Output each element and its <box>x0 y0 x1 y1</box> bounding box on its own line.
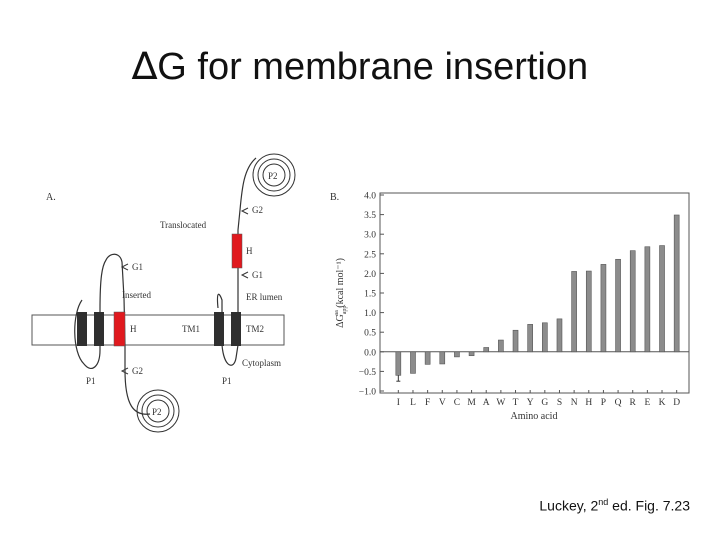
citation-sup: nd <box>598 497 609 508</box>
segment-tm2 <box>231 312 241 346</box>
y-tick-label: 2.5 <box>364 250 376 260</box>
p2-top-label: P2 <box>268 171 278 181</box>
bar-L <box>410 351 416 374</box>
y-title-main: ΔG <box>335 314 346 328</box>
p2-bottom-label: P2 <box>152 407 162 417</box>
y-tick-label: 2.0 <box>364 270 376 280</box>
x-tick-label-A: A <box>483 398 490 408</box>
er-lumen-label: ER lumen <box>246 292 283 302</box>
y-title-sub: app <box>342 306 348 315</box>
figure-panel: A. P2 P2 <box>31 153 690 433</box>
title-text: G for membrane insertion <box>157 46 589 88</box>
y-title-sup: aa <box>334 310 340 316</box>
p1-right-label: P1 <box>222 376 232 386</box>
membrane-band <box>31 314 285 346</box>
segment-p1-left-a <box>77 312 87 346</box>
p2-top-spiral <box>252 153 296 197</box>
bar-Y <box>527 324 533 353</box>
x-tick-label-T: T <box>513 398 519 408</box>
g2-bottom-label: G2 <box>132 366 143 376</box>
panel-b-label: B. <box>330 192 339 203</box>
bar-F <box>424 351 431 365</box>
x-tick-label-E: E <box>644 398 650 408</box>
y-title-units: (kcal mol⁻¹) <box>335 258 346 310</box>
bar-T <box>512 329 519 353</box>
x-tick-label-C: C <box>454 398 460 408</box>
x-tick-label-H: H <box>585 398 592 408</box>
g1-top-label: G1 <box>252 270 263 280</box>
x-tick-label-D: D <box>673 398 680 408</box>
bar-H <box>585 270 592 353</box>
diagram-a: A. P2 P2 <box>31 153 296 433</box>
y-tick-label: 3.5 <box>364 211 376 221</box>
slide-title: ∆G for membrane insertion <box>0 44 720 89</box>
y-tick-label: 1.5 <box>364 290 376 300</box>
x-tick-label-I: I <box>397 398 400 408</box>
x-tick-label-V: V <box>439 398 446 408</box>
h-top-label: H <box>246 246 253 256</box>
x-tick-label-L: L <box>410 398 416 408</box>
bar-C <box>454 351 460 358</box>
citation-post: ed. Fig. 7.23 <box>608 498 690 514</box>
citation: Luckey, 2nd ed. Fig. 7.23 <box>539 497 690 514</box>
g2-top-label: G2 <box>252 205 263 215</box>
inserted-label: Inserted <box>122 290 151 300</box>
panel-a-label: A. <box>46 192 56 203</box>
bar-P <box>600 264 607 353</box>
cytoplasm-label: Cytoplasm <box>242 358 281 368</box>
citation-pre: Luckey, 2 <box>539 498 599 514</box>
x-tick-label-Q: Q <box>615 398 622 408</box>
x-axis-title: Amino acid <box>511 411 558 422</box>
g1-left-label: G1 <box>132 262 143 272</box>
bars <box>395 214 680 382</box>
bar-D <box>673 214 680 353</box>
x-tick-label-W: W <box>496 398 505 408</box>
bar-K <box>659 245 665 353</box>
y-tick-label: 4.0 <box>364 192 376 202</box>
x-tick-label-G: G <box>541 398 548 408</box>
bar-N <box>571 271 577 353</box>
bar-S <box>556 318 563 353</box>
y-tick-label: −0.5 <box>359 368 376 378</box>
segment-h-translocated <box>231 233 243 269</box>
x-tick-label-P: P <box>601 398 606 408</box>
tm2-label: TM2 <box>246 324 264 334</box>
segment-tm1 <box>214 312 224 346</box>
x-tick-label-S: S <box>557 398 562 408</box>
segment-p1-left-b <box>94 312 104 346</box>
x-tick-label-F: F <box>425 398 430 408</box>
x-tick-label-Y: Y <box>527 398 534 408</box>
translocated-label: Translocated <box>160 220 207 230</box>
p1-left-label: P1 <box>86 376 96 386</box>
h-mid-label: H <box>130 324 137 334</box>
bar-A <box>483 347 490 353</box>
y-tick-label: 0.5 <box>364 329 376 339</box>
segment-h-inserted <box>113 311 126 347</box>
tm1-label: TM1 <box>182 324 200 334</box>
bar-Q <box>615 258 621 353</box>
bar-W <box>498 339 504 353</box>
x-tick-label-N: N <box>571 398 578 408</box>
chart-b: B. 4.0 3.5 3.0 2.5 2.0 1.5 1.0 0.5 0.0 −0.5 −1.0 I… <box>330 192 690 422</box>
y-axis-title: ΔGappaa (kcal mol⁻¹) <box>334 258 348 328</box>
y-tick-label: −1.0 <box>359 388 376 398</box>
glycosylation-arrows <box>120 207 249 375</box>
bar-M <box>468 351 475 357</box>
delta-symbol: ∆ <box>131 44 158 88</box>
bar-E <box>644 246 651 353</box>
y-tick-label: 3.0 <box>364 231 376 241</box>
x-tick-label-K: K <box>659 398 666 408</box>
bar-V <box>439 351 446 365</box>
bar-I <box>395 351 402 376</box>
bar-G <box>542 322 548 353</box>
y-axis: 4.0 3.5 3.0 2.5 2.0 1.5 1.0 0.5 0.0 −0.5 −1.0 <box>359 192 384 398</box>
x-tick-label-M: M <box>467 398 476 408</box>
y-tick-label: 0.0 <box>364 348 376 358</box>
p2-bottom-spiral <box>136 389 180 433</box>
x-tick-label-R: R <box>630 398 637 408</box>
polypeptide-chain <box>74 157 257 415</box>
y-tick-label: 1.0 <box>364 309 376 319</box>
bar-R <box>629 250 636 353</box>
